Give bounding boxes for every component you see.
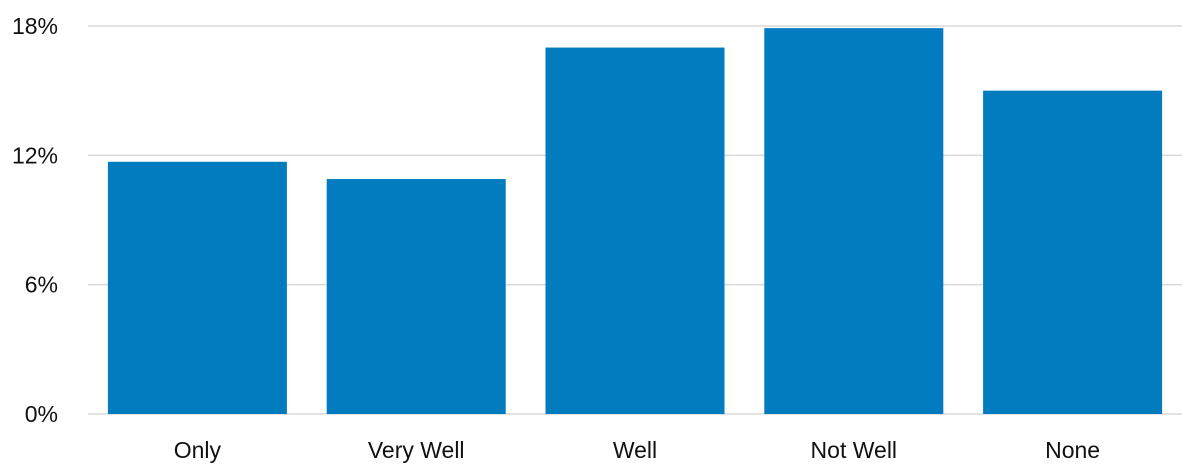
bar-well (545, 47, 725, 415)
x-tick-label: Only (174, 437, 222, 463)
y-tick-label: 18% (12, 13, 58, 39)
bar-only (107, 161, 287, 414)
bars (107, 28, 1163, 415)
bar-very-well (326, 179, 506, 414)
x-axis-tick-labels: Only Very Well Well Not Well None (174, 437, 1100, 463)
bar-not-well (764, 28, 944, 415)
y-tick-label: 12% (12, 142, 58, 168)
y-tick-label: 6% (25, 272, 58, 298)
x-tick-label: Well (613, 437, 657, 463)
y-axis-tick-labels: 0% 6% 12% 18% (12, 13, 58, 427)
x-tick-label: Very Well (368, 437, 465, 463)
y-tick-label: 0% (25, 401, 58, 427)
bar-none (983, 90, 1163, 415)
x-tick-label: Not Well (811, 437, 898, 463)
x-tick-label: None (1045, 437, 1100, 463)
